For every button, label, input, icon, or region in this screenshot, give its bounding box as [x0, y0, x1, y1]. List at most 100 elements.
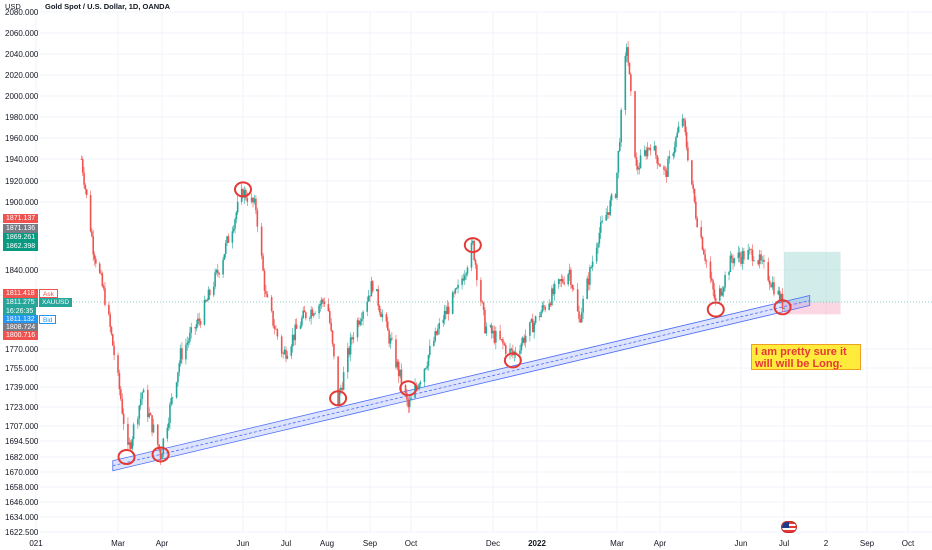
candle-body: [207, 289, 210, 301]
candle-body: [380, 312, 382, 318]
y-tick-label: 1840.000: [5, 266, 39, 275]
x-tick-label: Oct: [902, 539, 915, 548]
candle-body: [120, 389, 122, 400]
candle-body: [256, 210, 259, 227]
candle-body: [147, 389, 149, 418]
candle-body: [311, 309, 314, 316]
candle-body: [485, 326, 488, 334]
candle-body: [638, 168, 640, 170]
swing-marker-circle[interactable]: [117, 449, 136, 465]
candle-body: [342, 372, 345, 390]
candle-body: [767, 261, 770, 281]
candle-body: [605, 214, 607, 221]
candle-body: [541, 305, 544, 312]
candle-body: [618, 142, 621, 151]
candle-body: [129, 442, 132, 449]
candle-body: [83, 172, 85, 185]
candle-body: [720, 288, 722, 296]
swing-marker-circle[interactable]: [773, 299, 792, 316]
candle-body: [424, 368, 427, 369]
candle-body: [598, 232, 601, 244]
candle-body: [395, 339, 397, 368]
candle-body: [305, 312, 307, 319]
candle-body: [648, 147, 650, 149]
x-tick-label: Sep: [363, 539, 378, 548]
swing-marker-circle[interactable]: [463, 237, 482, 254]
swing-marker-circle[interactable]: [151, 446, 170, 463]
candle-body: [608, 212, 610, 215]
candle-body: [757, 260, 759, 265]
swing-marker-circle[interactable]: [503, 352, 522, 369]
candle-body: [576, 289, 579, 312]
swing-marker-circle[interactable]: [706, 301, 725, 318]
candle-body: [519, 350, 521, 355]
symbol-title[interactable]: Gold Spot / U.S. Dollar, 1D, OANDA: [45, 2, 171, 11]
swing-marker-circle[interactable]: [399, 380, 418, 397]
candle-body: [113, 345, 115, 356]
trade-note-annotation[interactable]: I am pretty sure it will will be Long.: [751, 344, 861, 370]
candle-body: [293, 334, 295, 341]
candle-body: [437, 328, 439, 335]
candle-body: [703, 249, 705, 255]
candle-body: [587, 278, 590, 285]
candle-body: [109, 314, 111, 327]
candle-body: [227, 236, 230, 243]
candle-body: [538, 316, 541, 318]
candle-body: [737, 252, 740, 259]
candle-body: [743, 251, 745, 260]
candle-body: [399, 369, 401, 377]
candle-body: [205, 300, 207, 302]
y-tick-label: 2080.000: [5, 8, 39, 17]
candle-body: [634, 91, 636, 158]
candle-body: [138, 405, 141, 419]
candle-body: [567, 274, 569, 285]
candle-body: [302, 310, 304, 319]
candle-body: [320, 299, 323, 304]
candle-body: [318, 305, 320, 314]
candle-body: [95, 259, 97, 264]
candle-body: [285, 349, 287, 359]
swing-marker-circle[interactable]: [329, 390, 348, 407]
candle-body: [529, 322, 531, 336]
stop-zone[interactable]: [784, 302, 841, 315]
trend-channel[interactable]: [112, 294, 811, 472]
candle-body: [476, 264, 478, 281]
candle-body: [683, 118, 685, 121]
candle-body: [111, 334, 114, 346]
candle-body: [531, 319, 534, 333]
candle-body: [753, 260, 755, 262]
candle-body: [599, 222, 602, 233]
candle-body: [216, 270, 219, 273]
candle-body: [203, 300, 206, 325]
candle-body: [175, 382, 178, 398]
candle-body: [616, 172, 618, 198]
candle-body: [533, 322, 535, 333]
target-zone[interactable]: [784, 251, 841, 303]
candle-body: [635, 157, 638, 166]
candle-body: [426, 366, 428, 369]
price-tag: 1808.724: [3, 323, 39, 332]
candle-body: [235, 212, 238, 220]
candle-body: [572, 288, 575, 290]
candle-body: [732, 258, 734, 264]
candle-body: [643, 150, 646, 156]
candle-body: [687, 147, 689, 161]
candle-body: [295, 324, 298, 329]
y-tick-label: 2040.000: [5, 50, 39, 59]
candle-body: [362, 311, 364, 320]
candle-body: [131, 439, 133, 449]
candle-body: [442, 319, 445, 323]
candle-body: [260, 226, 263, 256]
swing-marker-circle[interactable]: [234, 181, 252, 198]
us-flag-icon[interactable]: [781, 521, 797, 533]
x-tick-label: Jun: [735, 539, 748, 548]
candle-body: [474, 260, 477, 265]
candle-body: [231, 231, 234, 243]
y-tick-label: 1960.000: [5, 134, 39, 143]
candle-body: [590, 267, 593, 268]
candle-body: [542, 305, 545, 307]
candle-body: [760, 254, 762, 261]
candle-body: [349, 337, 352, 355]
candle-body: [563, 282, 565, 285]
